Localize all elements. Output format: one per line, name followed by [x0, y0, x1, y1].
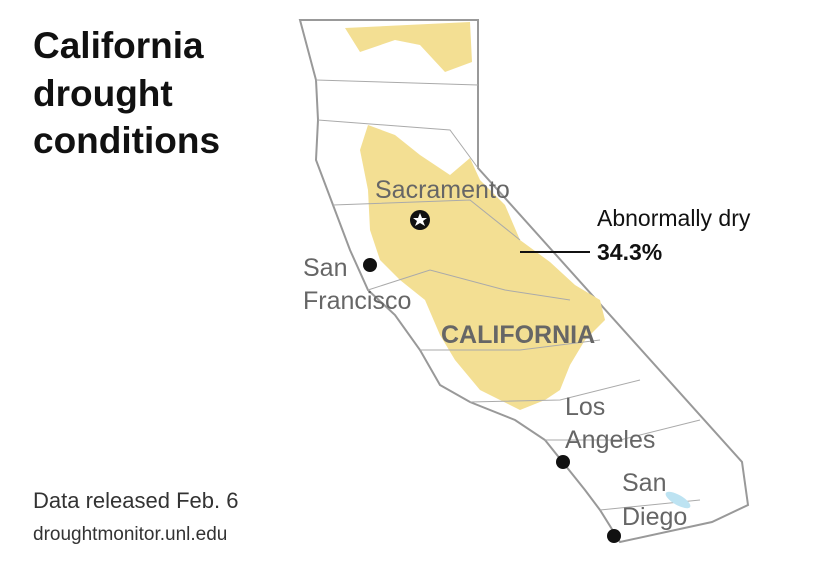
title: California [33, 25, 204, 66]
city-label: San [622, 469, 666, 497]
city-marker [556, 455, 570, 469]
state-label: CALIFORNIA [441, 321, 595, 349]
county-lines [315, 79, 701, 511]
city-label: San [303, 254, 347, 282]
capital-star [413, 213, 427, 226]
city-label: Diego [622, 503, 687, 531]
city-label: Angeles [565, 426, 655, 454]
annotation-label: Abnormally dry [597, 205, 751, 231]
annotation-percent: 34.3% [597, 239, 662, 265]
title: conditions [33, 120, 220, 161]
drought-area [345, 22, 472, 72]
drought-area [360, 125, 605, 410]
city-label: Francisco [303, 287, 411, 315]
city-marker [607, 529, 621, 543]
lake [665, 491, 691, 509]
release-note: Data released Feb. 6 [33, 488, 238, 513]
city-label: Sacramento [375, 176, 510, 204]
source-note: droughtmonitor.unl.edu [33, 524, 227, 545]
title: drought [33, 73, 173, 114]
city-marker [363, 258, 377, 272]
city-label: Los [565, 393, 605, 421]
